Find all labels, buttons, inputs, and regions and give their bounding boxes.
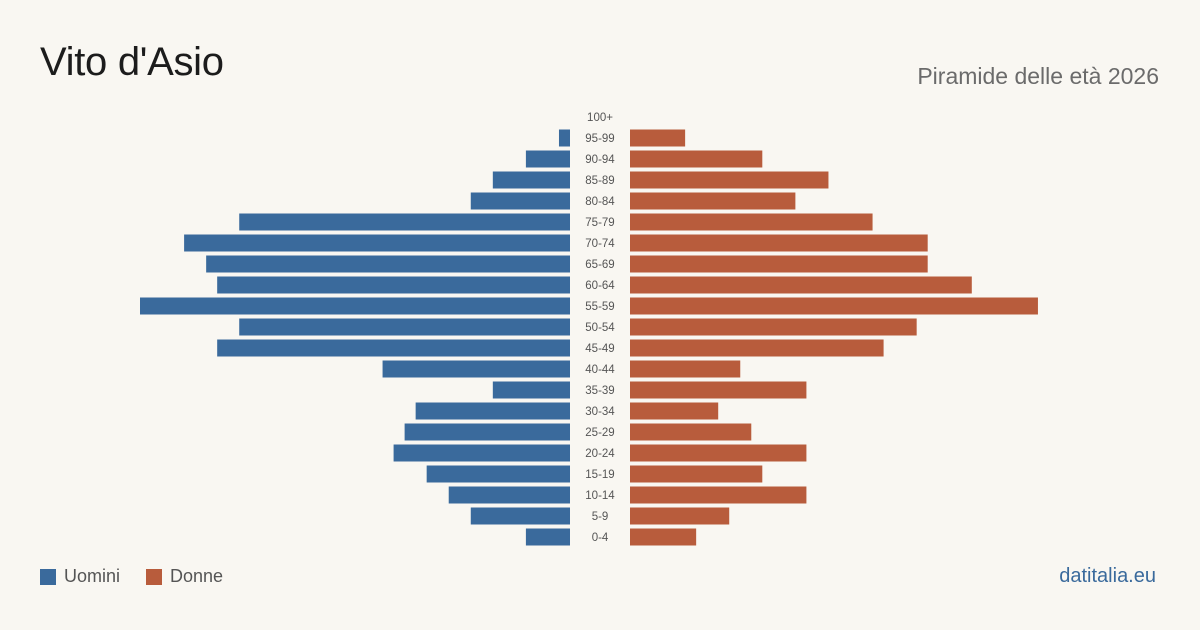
- bar-men-80-84: [470, 192, 570, 210]
- bar-women-85-89: [630, 171, 829, 189]
- brand-link[interactable]: datitalia.eu: [1059, 565, 1156, 587]
- age-tick-label: 95-99: [585, 133, 614, 145]
- bar-women-90-94: [630, 150, 763, 168]
- bar-women-0-4: [630, 528, 697, 546]
- bar-men-30-34: [415, 402, 570, 420]
- bar-men-50-54: [239, 318, 570, 336]
- bar-men-55-59: [140, 297, 570, 315]
- legend-swatch-men: [40, 568, 56, 585]
- age-tick-label: 70-74: [585, 238, 615, 250]
- bar-women-45-49: [630, 339, 884, 357]
- bar-men-45-49: [217, 339, 570, 357]
- age-tick-label: 40-44: [585, 364, 615, 376]
- age-tick-label: 55-59: [585, 301, 614, 313]
- legend-item-women: Donne: [146, 566, 223, 587]
- age-tick-label: 20-24: [585, 448, 615, 460]
- bar-women-80-84: [630, 192, 796, 210]
- legend-label-men: Uomini: [64, 566, 121, 586]
- bar-men-75-79: [239, 213, 570, 231]
- bar-men-20-24: [393, 444, 570, 462]
- age-tick-label: 10-14: [585, 490, 615, 502]
- age-tick-label: 30-34: [585, 406, 615, 418]
- age-tick-label: 85-89: [585, 175, 614, 187]
- age-tick-label: 65-69: [585, 259, 614, 271]
- bar-men-40-44: [382, 360, 570, 378]
- age-tick-label: 5-9: [592, 511, 609, 523]
- bar-men-5-9: [470, 507, 570, 525]
- age-tick-label: 15-19: [585, 469, 614, 481]
- bar-women-55-59: [630, 297, 1038, 315]
- bar-women-70-74: [630, 234, 928, 252]
- bar-women-15-19: [630, 465, 763, 483]
- bar-women-95-99: [630, 129, 686, 147]
- bar-women-5-9: [630, 507, 730, 525]
- bar-women-60-64: [630, 276, 972, 294]
- bar-women-65-69: [630, 255, 928, 273]
- chart-legend: Uomini Donne: [40, 566, 249, 587]
- bar-women-75-79: [630, 213, 873, 231]
- age-tick-label: 0-4: [592, 532, 609, 544]
- age-tick-label: 100+: [587, 112, 613, 124]
- age-tick-label: 50-54: [585, 322, 615, 334]
- age-tick-label: 80-84: [585, 196, 615, 208]
- legend-item-men: Uomini: [40, 566, 120, 587]
- bar-men-70-74: [184, 234, 570, 252]
- bar-men-25-29: [404, 423, 570, 441]
- page-title: Vito d'Asio: [40, 40, 224, 84]
- bar-women-10-14: [630, 486, 807, 504]
- bar-women-25-29: [630, 423, 752, 441]
- bar-men-90-94: [525, 150, 570, 168]
- age-tick-label: 90-94: [585, 154, 615, 166]
- bar-men-10-14: [448, 486, 570, 504]
- bar-men-35-39: [492, 381, 570, 399]
- legend-swatch-women: [146, 568, 163, 585]
- age-tick-label: 45-49: [585, 343, 614, 355]
- bar-women-20-24: [630, 444, 807, 462]
- bar-men-15-19: [426, 465, 570, 483]
- age-tick-label: 75-79: [585, 217, 614, 229]
- bar-men-0-4: [525, 528, 570, 546]
- bar-men-60-64: [217, 276, 570, 294]
- bar-men-65-69: [206, 255, 570, 273]
- chart-subtitle: Piramide delle età 2026: [917, 63, 1159, 89]
- age-tick-label: 35-39: [585, 385, 614, 397]
- bar-women-35-39: [630, 381, 807, 399]
- age-tick-label: 60-64: [585, 280, 615, 292]
- bar-women-40-44: [630, 360, 741, 378]
- bar-women-30-34: [630, 402, 719, 420]
- age-tick-label: 25-29: [585, 427, 614, 439]
- bar-women-50-54: [630, 318, 917, 336]
- bar-men-95-99: [558, 129, 570, 147]
- legend-label-women: Donne: [170, 566, 224, 586]
- bar-men-85-89: [492, 171, 570, 189]
